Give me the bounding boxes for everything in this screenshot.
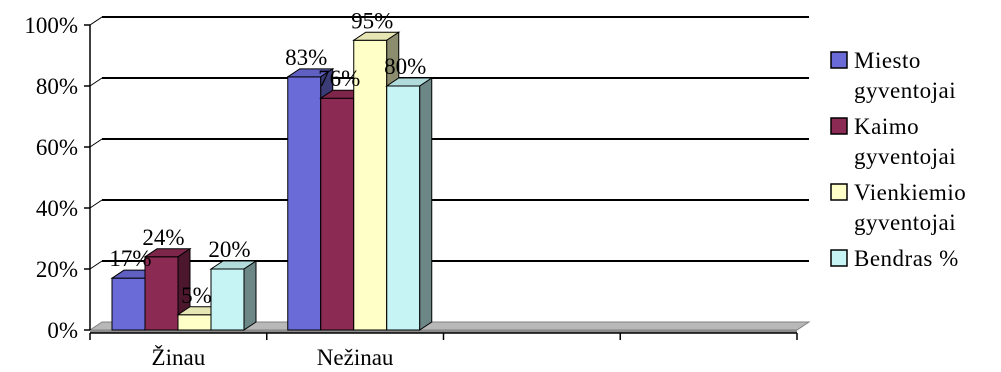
- y-axis-ticks: 0% 20% 40% 60% 80% 100%: [24, 13, 78, 343]
- legend-label: gyventojai: [854, 78, 956, 103]
- bar: [209, 260, 258, 331]
- data-label: 5%: [181, 283, 212, 308]
- y-tick-label: 40%: [36, 196, 78, 221]
- bar-front: [144, 256, 179, 331]
- legend-label: Miesto: [854, 48, 921, 73]
- gridlines: [89, 16, 809, 270]
- floor-front-edge: [90, 330, 797, 333]
- bar-front: [287, 76, 322, 331]
- y-tick-label: 80%: [36, 74, 78, 99]
- axes: [84, 24, 798, 340]
- x-category-label: Žinau: [152, 345, 206, 370]
- y-tick-label: 0%: [47, 318, 78, 343]
- bar-front: [210, 268, 245, 331]
- x-axis-categories: Žinau Nežinau: [152, 345, 394, 370]
- bar-side: [419, 77, 433, 331]
- data-label: 24%: [142, 225, 184, 250]
- legend-label: gyventojai: [854, 144, 956, 169]
- legend-swatch: [830, 183, 848, 201]
- y-tick-label: 60%: [36, 135, 78, 160]
- gridline-side: [89, 16, 103, 26]
- bars: [110, 31, 434, 331]
- y-tick-label: 100%: [24, 13, 78, 38]
- bar-front: [320, 97, 355, 331]
- legend: Miesto gyventojai Kaimo gyventojai Vienkiemi…: [830, 48, 966, 271]
- data-label: 95%: [351, 8, 393, 33]
- legend-label: gyventojai: [854, 210, 956, 235]
- legend-label: Vienkiemio: [854, 180, 966, 205]
- legend-swatch: [830, 249, 848, 267]
- bar-front: [111, 277, 146, 331]
- x-category-label: Nežinau: [317, 345, 394, 370]
- gridline-side: [89, 260, 103, 270]
- data-label: 20%: [208, 237, 250, 262]
- data-label: 83%: [285, 45, 327, 70]
- legend-swatch: [830, 117, 848, 135]
- gridline-side: [89, 138, 103, 148]
- bar-front: [353, 39, 388, 331]
- data-label: 17%: [109, 246, 151, 271]
- bar-side: [243, 260, 257, 331]
- y-tick-label: 20%: [36, 257, 78, 282]
- data-label: 80%: [384, 54, 426, 79]
- legend-label: Bendras %: [854, 246, 959, 271]
- bar-front: [177, 314, 212, 331]
- gridline-side: [89, 199, 103, 209]
- bar: [385, 77, 434, 331]
- data-label: 76%: [318, 66, 360, 91]
- gridline-side: [89, 77, 103, 87]
- bar-front: [386, 85, 421, 331]
- data-labels: 17%24% 5% 20% 83%76% 95% 80%: [109, 8, 426, 308]
- legend-swatch: [830, 51, 848, 69]
- legend-label: Kaimo: [854, 114, 919, 139]
